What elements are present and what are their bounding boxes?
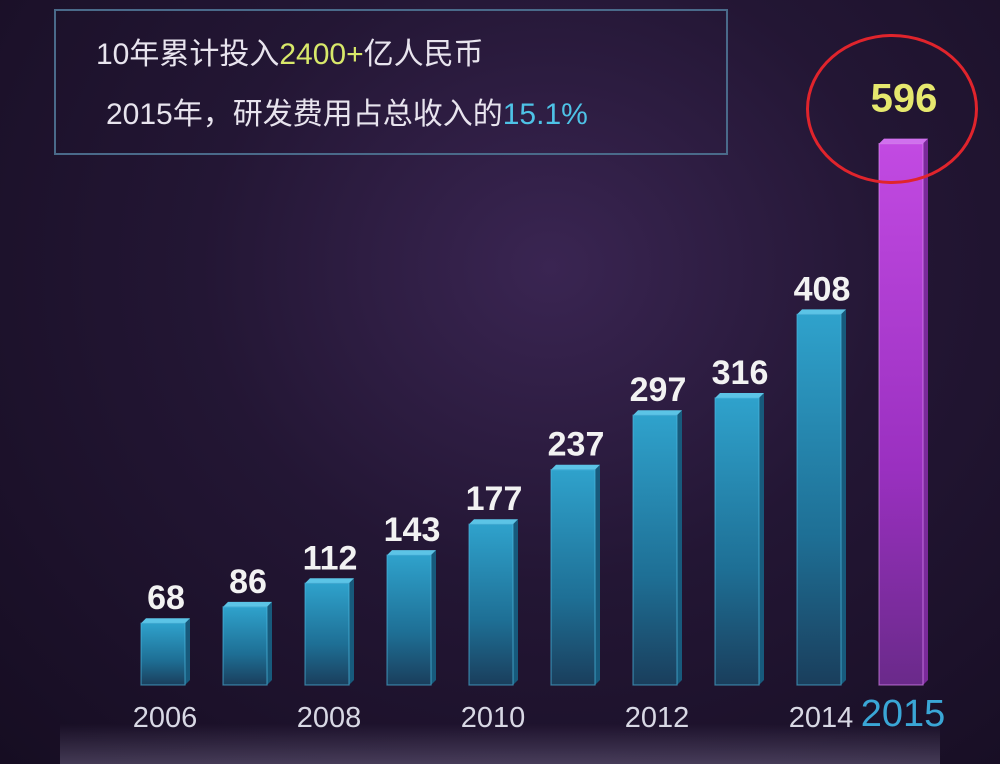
value-label-2009: 143: [384, 511, 441, 549]
bar-side-2007: [267, 601, 272, 685]
x-tick-label-2006: 2006: [133, 702, 198, 734]
bar-2011: [550, 469, 596, 686]
bar-top-2011: [551, 464, 600, 470]
bar-2007: [222, 606, 268, 686]
bar-2012: [632, 414, 678, 686]
bar-top-2013: [715, 392, 764, 398]
bar-top-2010: [469, 519, 518, 525]
bar-side-2008: [349, 578, 354, 685]
bar-side-2010: [513, 519, 518, 685]
x-tick-label-2012: 2012: [625, 702, 690, 734]
bar-side-2012: [677, 410, 682, 685]
bar-side-2014: [841, 309, 846, 685]
bar-2010: [468, 523, 514, 686]
x-tick-label-2014: 2014: [789, 702, 854, 734]
x-tick-label-2015: 2015: [861, 693, 946, 735]
bar-2006: [140, 622, 186, 686]
value-label-2012: 297: [630, 371, 687, 409]
floor-glow: [60, 724, 940, 764]
bar-top-2014: [797, 309, 846, 315]
bar-2013: [714, 397, 760, 686]
bar-top-2006: [141, 618, 190, 624]
bar-2009: [386, 554, 432, 686]
value-label-2008: 112: [303, 539, 358, 577]
bar-side-2006: [185, 618, 190, 685]
x-tick-label-2010: 2010: [461, 702, 526, 734]
value-label-2014: 408: [794, 270, 851, 308]
headline-line-1: 10年累计投入2400+亿人民币: [96, 29, 484, 73]
bar-side-2009: [431, 550, 436, 685]
x-tick-label-2008: 2008: [297, 702, 362, 734]
headline-box: 10年累计投入2400+亿人民币 2015年，研发费用占总收入的15.1%: [54, 9, 728, 155]
bar-side-2011: [595, 464, 600, 685]
headline-1-suffix: 亿人民币: [363, 38, 484, 71]
value-label-2010: 177: [466, 480, 523, 518]
bar-2015: [878, 143, 924, 686]
value-label-2013: 316: [712, 354, 769, 392]
headline-line-2: 2015年，研发费用占总收入的15.1%: [106, 89, 588, 133]
headline-2-prefix: 2015年，研发费用占总收入的: [106, 98, 503, 131]
headline-1-prefix: 10年累计投入: [96, 38, 280, 71]
value-label-2011: 237: [548, 426, 605, 464]
bar-side-2013: [759, 392, 764, 685]
bar-top-2009: [387, 550, 436, 556]
bar-top-2007: [223, 601, 272, 607]
bars-layer: 68 2006 86 112 2008 143 177 2010 237 297 2012 316 40…: [133, 77, 946, 735]
bar-side-2015: [923, 138, 928, 686]
headline-1-highlight: 2400+: [279, 38, 364, 71]
value-label-2006: 68: [147, 579, 185, 617]
bar-top-2012: [633, 410, 682, 416]
bar-2008: [304, 582, 350, 686]
highlight-ring: [806, 34, 978, 184]
bar-top-2008: [305, 578, 354, 584]
bar-2014: [796, 313, 842, 686]
headline-2-highlight: 15.1%: [502, 98, 588, 131]
value-label-2007: 86: [229, 563, 267, 601]
